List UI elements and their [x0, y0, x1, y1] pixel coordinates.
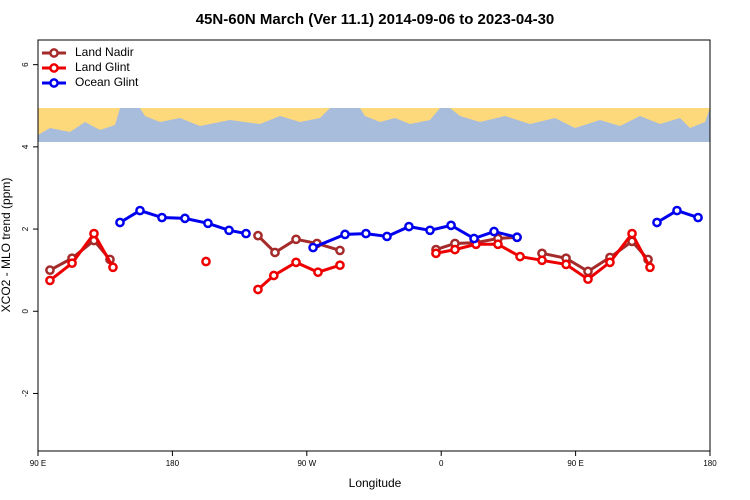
- data-point: [404, 221, 414, 232]
- data-point: [291, 234, 301, 245]
- data-point: [450, 244, 460, 255]
- data-point: [605, 257, 615, 268]
- x-tick-label: 180: [703, 459, 717, 468]
- data-point: [291, 257, 301, 268]
- data-point: [45, 275, 55, 286]
- data-point: [537, 255, 547, 266]
- data-point: [241, 228, 251, 239]
- series-line: [49, 230, 115, 282]
- legend-label: Land Nadir: [75, 45, 134, 59]
- data-point: [108, 262, 118, 273]
- legend-label: Land Glint: [75, 60, 130, 74]
- data-point: [627, 228, 637, 239]
- y-tick-label: 2: [21, 226, 30, 231]
- data-point: [89, 228, 99, 239]
- data-point: [446, 220, 456, 231]
- data-point: [45, 265, 55, 276]
- data-point: [645, 262, 655, 273]
- data-point: [201, 256, 211, 267]
- data-point: [431, 248, 441, 259]
- chart-title: 45N-60N March (Ver 11.1) 2014-09-06 to 2…: [196, 11, 555, 28]
- x-tick-label: 0: [439, 459, 444, 468]
- data-point: [67, 258, 77, 269]
- data-point: [493, 239, 503, 250]
- data-point: [203, 218, 213, 229]
- data-point: [515, 251, 525, 262]
- data-point: [268, 270, 279, 281]
- data-point: [512, 232, 522, 243]
- x-axis-label: Longitude: [349, 476, 402, 490]
- data-point: [313, 267, 323, 278]
- data-point: [672, 205, 682, 216]
- data-point: [583, 274, 593, 285]
- data-point: [335, 245, 345, 256]
- y-tick-label: -2: [21, 389, 30, 397]
- y-tick-label: 4: [21, 144, 30, 149]
- data-point: [308, 242, 318, 253]
- data-point: [652, 217, 662, 228]
- legend-marker: [49, 63, 59, 73]
- x-tick-label: 90 E: [567, 459, 583, 468]
- data-point: [253, 230, 263, 241]
- data-point: [561, 259, 571, 270]
- data-point: [382, 231, 392, 242]
- series-line: [312, 223, 518, 249]
- x-tick-label: 90 E: [30, 459, 46, 468]
- data-point: [335, 260, 345, 271]
- map-strip: [38, 108, 710, 142]
- y-tick-label: 6: [21, 62, 30, 67]
- y-axis-label: XCO2 - MLO trend (ppm): [0, 178, 13, 313]
- data-point: [469, 233, 479, 244]
- data-point: [425, 225, 435, 236]
- data-point: [224, 225, 234, 236]
- legend-marker: [49, 48, 59, 58]
- data-point: [157, 212, 167, 223]
- data-point: [361, 228, 371, 239]
- x-tick-label: 90 W: [297, 459, 316, 468]
- data-point: [583, 266, 593, 277]
- data-point: [180, 213, 190, 224]
- data-point: [693, 212, 703, 223]
- plot-frame: [37, 39, 711, 452]
- legend-label: Ocean Glint: [75, 75, 139, 89]
- data-point: [253, 284, 263, 295]
- legend-marker: [49, 78, 59, 88]
- data-point: [115, 217, 125, 228]
- data-point: [270, 247, 280, 258]
- x-tick-label: 180: [166, 459, 180, 468]
- data-point: [489, 226, 499, 237]
- y-tick-label: 0: [21, 308, 30, 313]
- data-point: [340, 229, 350, 240]
- data-point: [135, 205, 145, 216]
